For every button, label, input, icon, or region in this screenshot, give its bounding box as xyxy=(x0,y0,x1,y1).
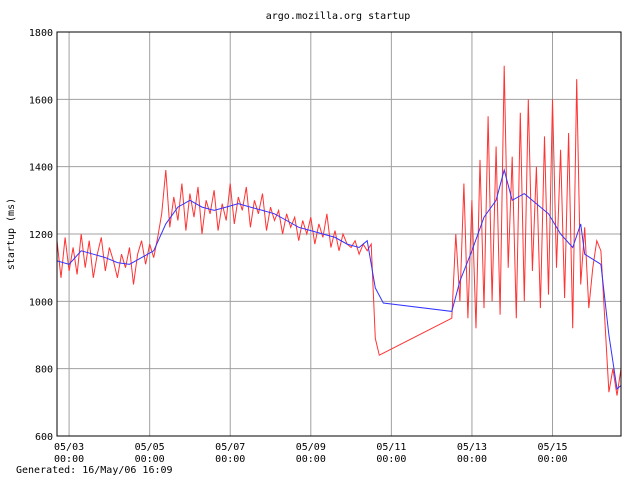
y-tick-label: 1200 xyxy=(29,230,53,241)
x-tick-label: 05/11 xyxy=(376,442,406,453)
y-axis-label: startup (ms) xyxy=(6,198,17,270)
x-tick-label: 05/09 xyxy=(296,442,326,453)
plot-frame xyxy=(56,31,622,437)
grid-lines xyxy=(57,31,621,437)
x-tick-label: 05/03 xyxy=(54,442,84,453)
x-tick-label: 05/05 xyxy=(135,442,165,453)
x-tick-label: 00:00 xyxy=(296,454,326,465)
y-tick-label: 1600 xyxy=(29,95,53,106)
chart-title: argo.mozilla.org startup xyxy=(266,11,411,22)
x-tick-label: 00:00 xyxy=(376,454,406,465)
series-line-average xyxy=(56,168,622,390)
series-line-raw xyxy=(56,65,622,396)
y-tick-label: 600 xyxy=(35,432,53,443)
y-tick-label: 1800 xyxy=(29,28,53,39)
y-tick-label: 800 xyxy=(35,365,53,376)
x-tick-label: 00:00 xyxy=(135,454,165,465)
y-tick-label: 1400 xyxy=(29,163,53,174)
x-tick-label: 00:00 xyxy=(457,454,487,465)
x-axis-ticks: 05/0300:0005/0500:0005/0700:0005/0900:00… xyxy=(54,442,568,465)
generated-timestamp: Generated: 16/May/06 16:09 xyxy=(16,465,173,476)
y-axis-ticks: 600 800 1000 1200 1400 1600 1800 xyxy=(29,28,53,443)
x-tick-label: 05/07 xyxy=(215,442,245,453)
x-tick-label: 05/13 xyxy=(457,442,487,453)
x-tick-label: 00:00 xyxy=(215,454,245,465)
plot-series xyxy=(56,65,622,396)
y-tick-label: 1000 xyxy=(29,297,53,308)
x-tick-label: 05/15 xyxy=(537,442,567,453)
x-tick-label: 00:00 xyxy=(537,454,567,465)
x-tick-label: 00:00 xyxy=(54,454,84,465)
